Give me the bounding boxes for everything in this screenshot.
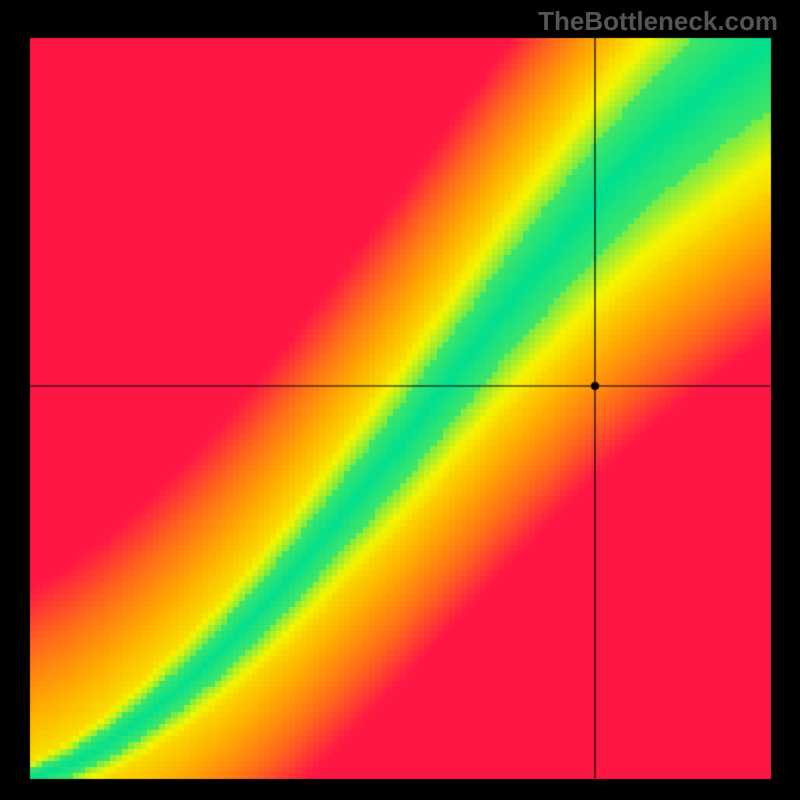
bottleneck-heatmap [0,0,800,800]
chart-container: TheBottleneck.com [0,0,800,800]
watermark-text: TheBottleneck.com [538,6,778,37]
